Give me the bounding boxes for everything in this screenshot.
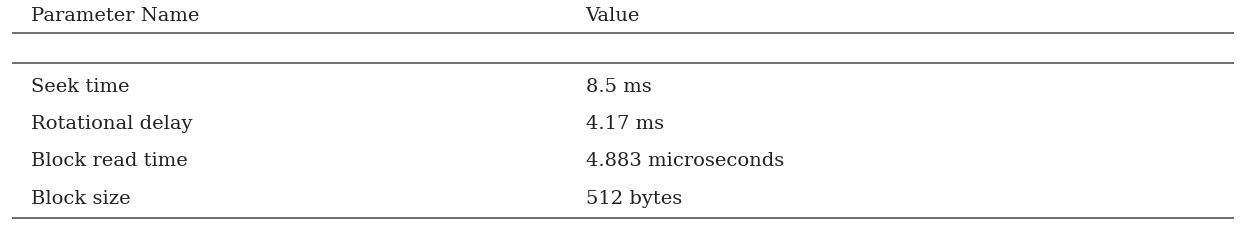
Text: 512 bytes: 512 bytes — [586, 190, 682, 208]
Text: 8.5 ms: 8.5 ms — [586, 78, 652, 96]
Text: Value: Value — [586, 7, 640, 25]
Text: Parameter Name: Parameter Name — [31, 7, 199, 25]
Text: Rotational delay: Rotational delay — [31, 115, 193, 133]
Text: 4.17 ms: 4.17 ms — [586, 115, 664, 133]
Text: 4.883 microseconds: 4.883 microseconds — [586, 152, 784, 170]
Text: Block read time: Block read time — [31, 152, 188, 170]
Text: Seek time: Seek time — [31, 78, 130, 96]
Text: Block size: Block size — [31, 190, 131, 208]
